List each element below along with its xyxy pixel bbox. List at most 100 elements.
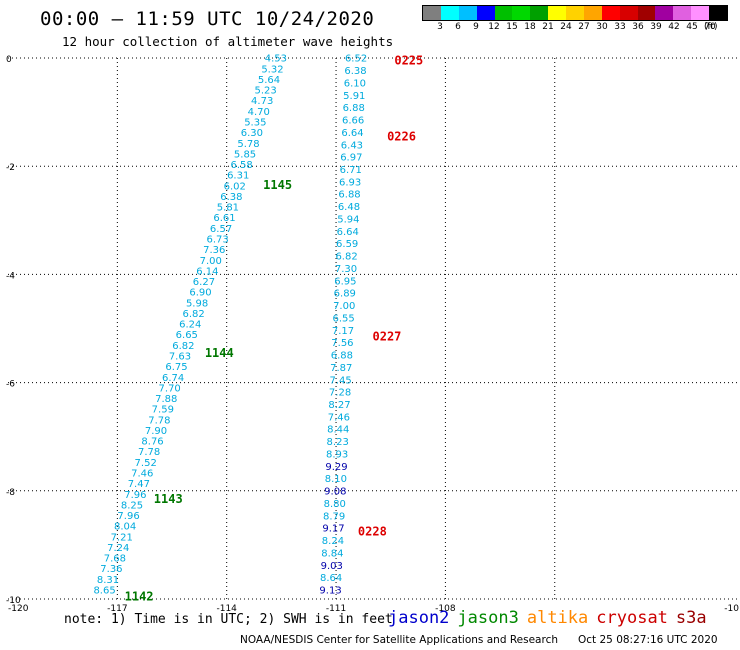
wave-height-value: 6.64	[337, 227, 359, 238]
pass-number-label: 1143	[154, 492, 183, 506]
wave-height-value: 9.29	[325, 462, 347, 473]
wave-height-value: 6.82	[183, 309, 205, 320]
color-scale-swatch	[476, 6, 495, 20]
satellite-legend-jason3: jason3	[457, 608, 519, 628]
color-scale-label: 27	[578, 22, 590, 32]
wave-height-value: 6.55	[332, 313, 354, 324]
wave-height-value: 6.38	[344, 66, 366, 77]
wave-height-value: 6.88	[338, 190, 360, 201]
wave-height-value: 6.97	[340, 153, 362, 164]
wave-height-value: 6.71	[340, 165, 362, 176]
y-tick-label: -2	[6, 163, 15, 173]
wave-height-value: 7.36	[100, 564, 122, 575]
color-scale-label: 9	[473, 22, 479, 32]
color-scale-swatch	[494, 6, 513, 20]
wave-height-value: 6.31	[227, 171, 249, 182]
wave-height-value: 6.88	[343, 103, 365, 114]
wave-height-value: 5.91	[343, 91, 365, 102]
color-scale-label: 12	[488, 22, 500, 32]
wave-height-value: 7.78	[148, 415, 170, 426]
wave-height-value: 8.10	[325, 474, 347, 485]
color-scale-label: 18	[524, 22, 536, 32]
color-scale-label: 70	[704, 22, 716, 32]
color-scale-swatch	[423, 6, 441, 20]
wave-height-value: 7.96	[124, 490, 146, 501]
color-scale-swatch	[583, 6, 602, 20]
wave-height-value: 7.70	[159, 383, 181, 394]
wave-height-value: 4.73	[251, 96, 273, 107]
pass-number-label: 0227	[373, 330, 402, 344]
wave-height-value: 8.31	[97, 575, 119, 586]
pass-number-label: 1145	[263, 178, 292, 192]
pass-number-label: 1142	[125, 589, 154, 603]
wave-height-value: 9.03	[321, 561, 343, 572]
x-tick-label: -117	[107, 604, 127, 614]
color-scale-swatch	[655, 6, 674, 20]
wave-height-value: 7.63	[169, 352, 191, 363]
x-tick-label: -108	[435, 604, 456, 614]
wave-height-value: 6.30	[241, 128, 263, 139]
pass-number-label: 0226	[387, 129, 416, 143]
wave-height-value: 6.90	[189, 288, 211, 299]
footer-note: note: 1) Time is in UTC; 2) SWH is in fe…	[64, 612, 393, 627]
color-scale-unit: (ft)	[704, 22, 718, 32]
wave-height-value: 5.81	[217, 203, 239, 214]
wave-height-value: 6.89	[334, 289, 356, 300]
x-tick-label: -10	[724, 604, 739, 614]
wave-height-value: 6.57	[210, 224, 232, 235]
wave-height-value: 7.56	[331, 338, 353, 349]
color-scale-label: 36	[632, 22, 644, 32]
color-scale-swatch	[566, 6, 584, 20]
wave-height-value: 6.82	[172, 341, 194, 352]
wave-height-value: 7.90	[145, 426, 167, 437]
wave-height-value: 6.58	[230, 160, 252, 171]
satellite-legend-s3a: s3a	[675, 608, 707, 628]
wave-height-value: 6.73	[207, 235, 229, 246]
color-scale-label: 33	[614, 22, 626, 32]
wave-height-value: 6.59	[336, 239, 358, 250]
wave-height-value: 6.24	[179, 320, 201, 331]
wave-height-value: 6.43	[341, 140, 363, 151]
pass-number-label: 0225	[394, 54, 423, 68]
wave-height-value: 7.88	[155, 394, 177, 405]
wave-height-value: 7.47	[128, 479, 150, 490]
timestamp-text: Oct 25 08:27:16 UTC 2020	[578, 634, 718, 646]
color-scale-label: 3	[437, 22, 443, 32]
satellite-legend: jason2 jason3 altika cryosat s3a	[388, 608, 715, 628]
x-tick-label: -114	[216, 604, 237, 614]
wave-height-value: 7.00	[200, 256, 222, 267]
wave-height-value: 7.24	[107, 543, 129, 554]
wave-height-value: 6.64	[341, 128, 363, 139]
wave-height-value: 7.52	[135, 458, 157, 469]
color-scale-swatch	[530, 6, 549, 20]
wave-height-value: 9.08	[324, 487, 346, 498]
wave-height-value: 8.84	[321, 548, 343, 559]
wave-height-value: 7.36	[203, 245, 225, 256]
color-scale-swatch	[709, 6, 727, 20]
color-scale-label: 15	[506, 22, 518, 32]
y-tick-label: -6	[6, 380, 15, 390]
satellite-legend-jason2: jason2	[388, 608, 450, 628]
wave-height-value: 8.76	[141, 437, 163, 448]
color-scale-label: 30	[596, 22, 608, 32]
color-scale-label: 24	[560, 22, 572, 32]
credit-text: NOAA/NESDIS Center for Satellite Applica…	[240, 634, 558, 646]
wave-height-value: 8.24	[322, 536, 344, 547]
wave-height-value: 6.93	[339, 177, 361, 188]
wave-height-value: 4.70	[248, 107, 270, 118]
wave-height-value: 5.94	[337, 214, 359, 225]
wave-height-value: 8.25	[121, 500, 143, 511]
wave-height-value: 7.45	[330, 375, 352, 386]
color-scale-swatch	[548, 6, 566, 20]
wave-height-value: 8.44	[327, 425, 349, 436]
x-tick-label: -120	[8, 604, 29, 614]
color-scale-labels: 3 6 9 12 15 18 21 24 27 30 33 36 39 42 45 70	[422, 22, 728, 34]
wave-height-value: 6.65	[176, 330, 198, 341]
satellite-legend-cryosat: cryosat	[596, 608, 668, 628]
wave-height-value: 7.28	[329, 388, 351, 399]
color-scale-label: 45	[686, 22, 698, 32]
wave-height-value: 5.98	[186, 298, 208, 309]
wave-height-value: 6.95	[334, 276, 356, 287]
